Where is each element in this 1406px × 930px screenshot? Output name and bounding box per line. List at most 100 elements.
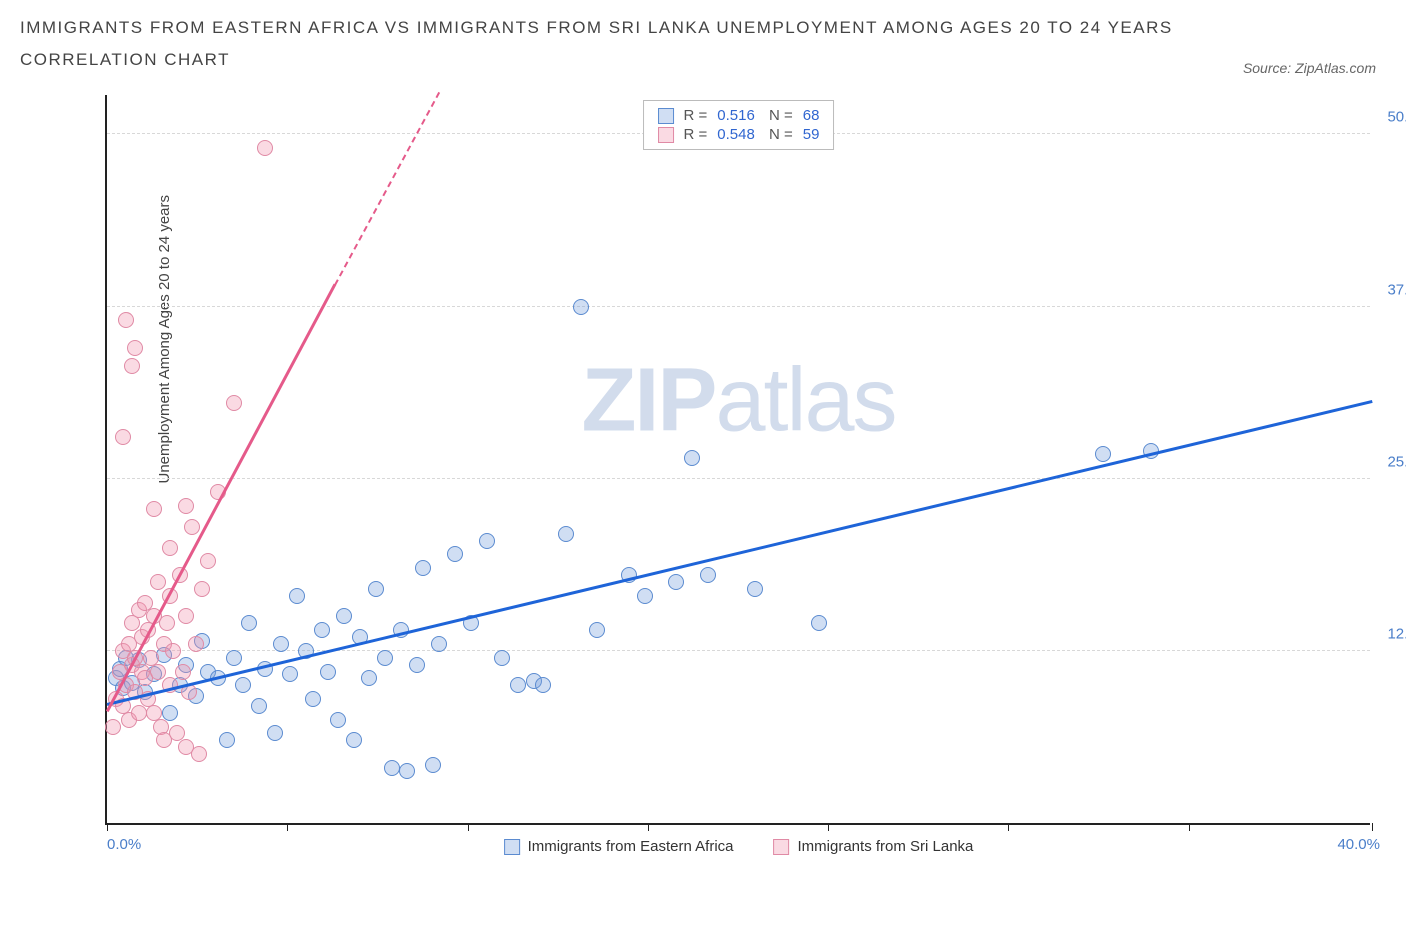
x-tick [1008,823,1009,831]
data-point [479,533,495,549]
data-point [409,657,425,673]
legend-item-1: Immigrants from Eastern Africa [504,838,734,855]
x-tick [828,823,829,831]
data-point [305,691,321,707]
data-point [162,540,178,556]
data-point [573,299,589,315]
data-point [368,581,384,597]
data-point [257,140,273,156]
data-point [431,636,447,652]
data-point [589,622,605,638]
legend-item-2: Immigrants from Sri Lanka [774,838,974,855]
gridline [107,650,1370,651]
data-point [175,664,191,680]
r-value-2: 0.548 [717,126,755,143]
data-point [150,664,166,680]
watermark: ZIPatlas [581,349,895,452]
data-point [150,574,166,590]
data-point [251,698,267,714]
r-value-1: 0.516 [717,107,755,124]
data-point [425,757,441,773]
trend-line [107,400,1373,705]
data-point [384,760,400,776]
data-point [162,705,178,721]
n-value-2: 59 [803,126,820,143]
legend-swatch-bottom-2 [774,839,790,855]
data-point [289,588,305,604]
data-point [1095,446,1111,462]
data-point [282,666,298,682]
trend-line-dashed [334,92,440,286]
chart-container: Unemployment Among Ages 20 to 24 years Z… [70,95,1370,855]
y-tick-label: 50.0% [1387,109,1406,126]
data-point [273,636,289,652]
data-point [105,719,121,735]
data-point [191,746,207,762]
series-legend: Immigrants from Eastern Africa Immigrant… [504,838,974,855]
x-tick [287,823,288,831]
data-point [267,725,283,741]
x-tick [107,823,108,831]
chart-header: IMMIGRANTS FROM EASTERN AFRICA VS IMMIGR… [0,0,1406,70]
data-point [346,732,362,748]
data-point [235,677,251,693]
r-label: R = [684,107,708,124]
chart-title-line-2: CORRELATION CHART [20,50,1386,70]
data-point [241,615,257,631]
data-point [637,588,653,604]
legend-swatch-bottom-1 [504,839,520,855]
plot-area: ZIPatlas R = 0.516 N = 68 R = 0.548 N = … [105,95,1370,825]
data-point [377,650,393,666]
data-point [700,567,716,583]
data-point [226,395,242,411]
data-point [535,677,551,693]
data-point [200,553,216,569]
n-label: N = [765,126,793,143]
source-prefix: Source: [1243,60,1295,76]
y-tick-label: 25.0% [1387,453,1406,470]
x-axis-min-label: 0.0% [107,836,141,853]
data-point [115,429,131,445]
r-label: R = [684,126,708,143]
data-point [747,581,763,597]
data-point [159,615,175,631]
data-point [684,450,700,466]
y-tick-label: 12.5% [1387,625,1406,642]
data-point [194,581,210,597]
data-point [314,622,330,638]
legend-label-1: Immigrants from Eastern Africa [528,838,734,855]
data-point [399,763,415,779]
watermark-bold: ZIP [581,350,715,450]
data-point [415,560,431,576]
legend-row-series-1: R = 0.516 N = 68 [658,107,820,124]
data-point [127,340,143,356]
legend-swatch-2 [658,127,674,143]
data-point [668,574,684,590]
data-point [178,608,194,624]
x-tick [1189,823,1190,831]
data-point [336,608,352,624]
legend-swatch-1 [658,108,674,124]
data-point [124,358,140,374]
data-point [226,650,242,666]
data-point [131,705,147,721]
data-point [219,732,235,748]
data-point [188,636,204,652]
chart-title-line-1: IMMIGRANTS FROM EASTERN AFRICA VS IMMIGR… [20,18,1386,38]
data-point [178,498,194,514]
n-value-1: 68 [803,107,820,124]
watermark-light: atlas [715,350,895,450]
data-point [320,664,336,680]
correlation-legend: R = 0.516 N = 68 R = 0.548 N = 59 [643,100,835,150]
legend-label-2: Immigrants from Sri Lanka [798,838,974,855]
source-attribution: Source: ZipAtlas.com [1243,60,1376,76]
data-point [510,677,526,693]
gridline [107,478,1370,479]
data-point [494,650,510,666]
gridline [107,306,1370,307]
data-point [361,670,377,686]
data-point [184,519,200,535]
data-point [447,546,463,562]
y-tick-label: 37.5% [1387,281,1406,298]
data-point [558,526,574,542]
